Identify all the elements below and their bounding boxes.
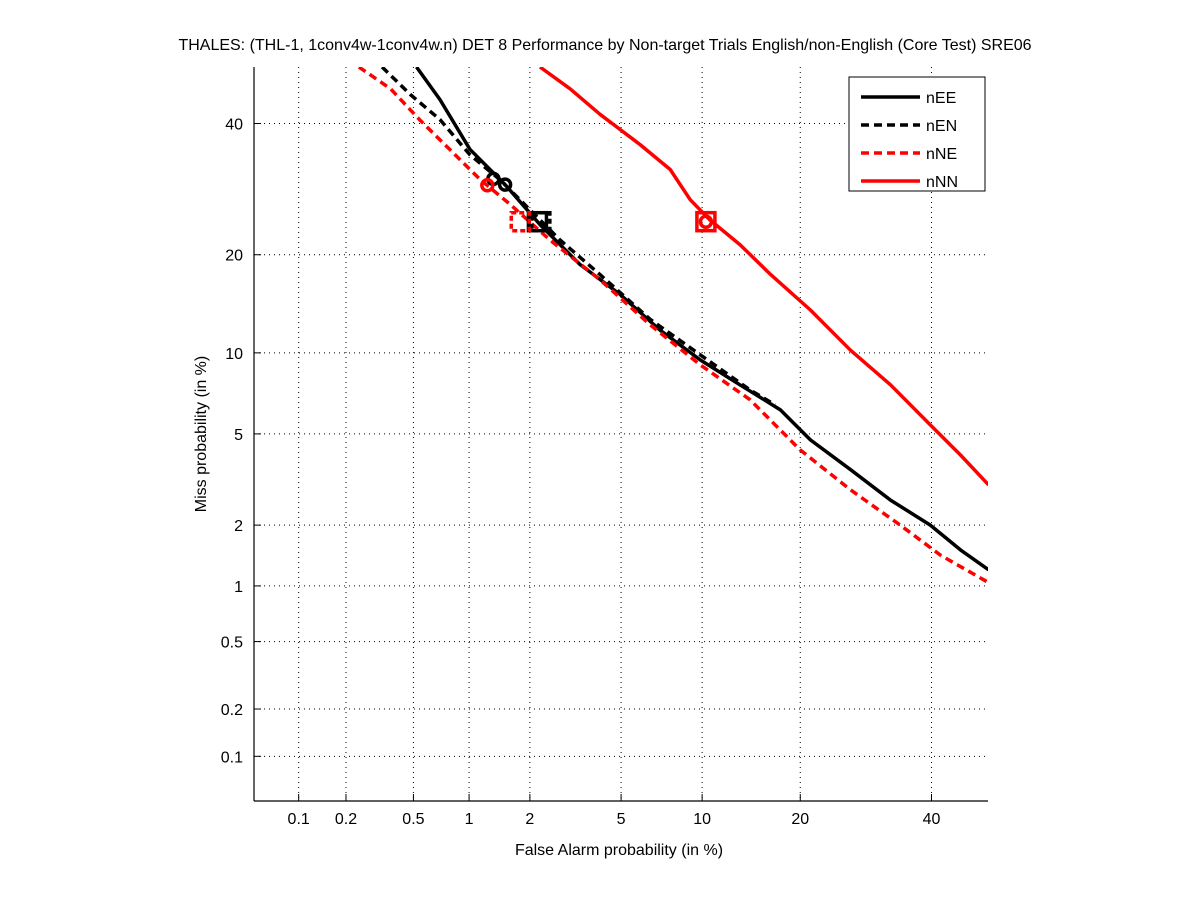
min-dcf-marker-nNN xyxy=(698,214,714,229)
min-dcf-marker-nEE xyxy=(497,177,513,192)
x-axis-label: False Alarm probability (in %) xyxy=(515,842,723,859)
legend-label-nEN: nEN xyxy=(926,118,957,135)
curve-nNE xyxy=(357,67,988,585)
y-tick-label: 2 xyxy=(234,518,243,535)
y-tick-label: 40 xyxy=(225,117,243,134)
x-tick-label: 40 xyxy=(923,811,941,828)
y-tick-label: 0.1 xyxy=(221,749,243,766)
legend: nEE nEN nNE nNN xyxy=(848,76,986,192)
curve-nEN xyxy=(380,67,777,407)
x-tick-label: 1 xyxy=(465,811,474,828)
x-tick-label: 5 xyxy=(617,811,626,828)
y-axis-label: Miss probability (in %) xyxy=(193,356,210,512)
y-tick-label: 1 xyxy=(234,579,243,596)
act-dcf-marker-nEN xyxy=(530,210,552,233)
curve-nNN xyxy=(538,67,988,487)
y-tick-label: 0.5 xyxy=(221,635,243,652)
x-tick-label: 0.2 xyxy=(335,811,357,828)
y-tick-label: 10 xyxy=(225,346,243,363)
y-tick-label: 5 xyxy=(234,427,243,444)
x-tick-label: 0.1 xyxy=(288,811,310,828)
act-dcf-marker-nNN xyxy=(695,210,717,233)
legend-box xyxy=(848,76,986,192)
y-tick-label: 20 xyxy=(225,248,243,265)
x-tick-labels: 0.1 0.2 0.5 1 2 5 10 20 40 xyxy=(288,811,941,828)
min-dcf-marker-nNE xyxy=(480,178,495,193)
legend-label-nEE: nEE xyxy=(926,90,956,107)
act-dcf-marker-nNE xyxy=(509,210,531,233)
x-tick-label: 20 xyxy=(791,811,809,828)
x-tick-label: 2 xyxy=(525,811,534,828)
legend-label-nNE: nNE xyxy=(926,146,957,163)
x-tick-label: 0.5 xyxy=(402,811,424,828)
legend-label-nNN: nNN xyxy=(926,174,958,191)
axes xyxy=(253,67,988,802)
y-tick-label: 0.2 xyxy=(221,702,243,719)
y-tick-labels: 0.1 0.2 0.5 1 2 5 10 20 40 xyxy=(221,117,243,767)
x-tick-label: 10 xyxy=(693,811,711,828)
chart-title: THALES: (THL-1, 1conv4w-1conv4w.n) DET 8… xyxy=(178,37,1031,54)
dcf-markers xyxy=(480,171,717,233)
